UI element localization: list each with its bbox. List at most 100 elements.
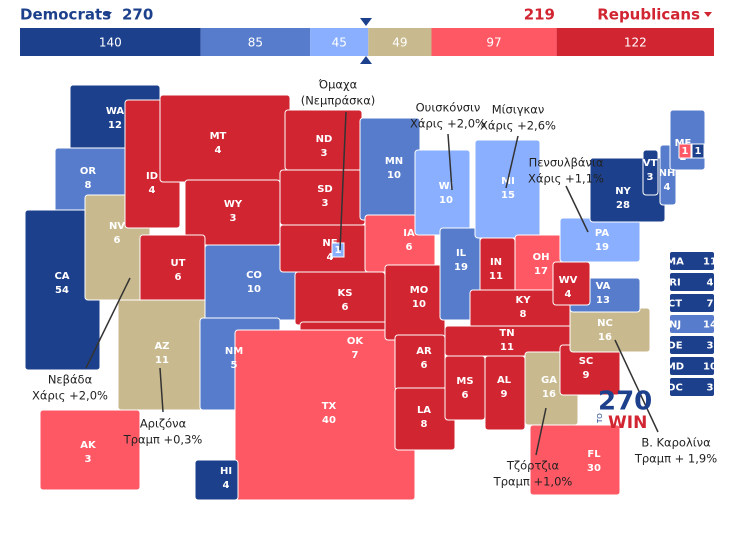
- small-state-box: [670, 315, 714, 333]
- state-abbr: MN: [385, 156, 403, 167]
- small-state-ev: 3: [707, 383, 714, 394]
- district-box: [331, 242, 345, 258]
- state: [642, 149, 659, 196]
- small-state-box: [670, 357, 714, 375]
- state-abbr: OK: [347, 336, 365, 347]
- small-state-ev: 3: [707, 341, 714, 352]
- state-ev: 8: [85, 180, 92, 191]
- state-abbr: WY: [224, 199, 243, 210]
- pointer-line: [159, 367, 164, 413]
- state-ev: 40: [322, 415, 336, 426]
- pointer-line: [565, 185, 589, 233]
- rep-label[interactable]: Republicans: [597, 6, 700, 24]
- annotation-sub: Χάρις +2,0%: [410, 117, 486, 131]
- small-state-box: [670, 378, 714, 396]
- bar-value: 49: [392, 36, 407, 50]
- state-ev: 4: [149, 185, 156, 196]
- state-ev: 3: [85, 454, 92, 465]
- state-ev: 4: [664, 182, 671, 193]
- state-ev: 19: [595, 242, 609, 253]
- state-ev: 17: [534, 266, 548, 277]
- state-abbr: NV: [109, 221, 125, 232]
- state-abbr: KY: [516, 295, 532, 306]
- state-ev: 54: [55, 285, 69, 296]
- state-ev: 3: [321, 148, 328, 159]
- small-state-ev: 14: [703, 320, 717, 331]
- state-abbr: NY: [615, 186, 631, 197]
- small-state-abbr: DC: [667, 383, 683, 394]
- small-state-ev: 7: [707, 299, 714, 310]
- state-abbr: GA: [541, 375, 557, 386]
- state-ev: 6: [114, 235, 121, 246]
- state: [569, 307, 651, 353]
- annotation-label: Β. Καρολίνα: [641, 436, 711, 450]
- state-abbr: AZ: [155, 341, 170, 352]
- small-state-ev: 10: [703, 362, 717, 373]
- state-ev: 6: [406, 242, 413, 253]
- annotation-label: Αριζόνα: [140, 417, 187, 431]
- small-state-abbr: MD: [666, 362, 684, 373]
- state-abbr: TN: [499, 328, 514, 339]
- state-ev: 4: [223, 480, 230, 491]
- state-abbr: MT: [210, 131, 227, 142]
- state-ev: 9: [583, 370, 590, 381]
- state-ev: 11: [500, 342, 514, 353]
- small-state-box: [670, 294, 714, 312]
- state: [39, 409, 141, 491]
- small-state-ev: 11: [703, 257, 717, 268]
- state-ev: 19: [454, 262, 468, 273]
- state-ev: 10: [412, 299, 426, 310]
- bar-segment: [556, 28, 714, 56]
- bar-value: 140: [99, 36, 122, 50]
- annotation-sub: (Νεμπράσκα): [301, 94, 376, 108]
- state: [559, 217, 641, 263]
- logo-number: 270: [598, 387, 652, 417]
- pointer-line: [614, 339, 659, 433]
- state-ev: 10: [387, 170, 401, 181]
- state-ev: 11: [489, 271, 503, 282]
- state-abbr: OH: [533, 252, 550, 263]
- state-abbr: ID: [146, 171, 158, 182]
- state-ev: 15: [501, 190, 515, 201]
- rep-caret[interactable]: [704, 12, 712, 17]
- bar-value: 122: [624, 36, 647, 50]
- state-abbr: HI: [220, 466, 232, 477]
- small-state-abbr: MA: [666, 257, 684, 268]
- state-abbr: OR: [80, 166, 97, 177]
- state-abbr: VT: [643, 158, 658, 169]
- district-value: 1: [682, 146, 689, 157]
- annotation-sub: Τραμπ +1,0%: [493, 475, 573, 489]
- state-abbr: WV: [559, 275, 578, 286]
- small-state-abbr: DE: [667, 341, 682, 352]
- state-ev: 10: [439, 195, 453, 206]
- bar-segment: [368, 28, 432, 56]
- state-abbr: MS: [456, 376, 473, 387]
- state-abbr: WA: [106, 106, 125, 117]
- bar-segment: [200, 28, 311, 56]
- state: [359, 117, 421, 221]
- district-value: 1: [335, 245, 342, 256]
- state-ev: 6: [175, 272, 182, 283]
- state-abbr: CA: [54, 271, 69, 282]
- small-state-abbr: NJ: [669, 320, 681, 331]
- state: [194, 459, 239, 501]
- dem-caret[interactable]: [104, 12, 112, 17]
- state-abbr: NC: [597, 318, 613, 329]
- majority-marker: [360, 18, 372, 26]
- state-ev: 12: [108, 120, 122, 131]
- state-abbr: SC: [579, 356, 594, 367]
- state-ev: 10: [247, 284, 261, 295]
- state-ev: 3: [647, 172, 654, 183]
- district-value: 1: [695, 146, 702, 157]
- logo-bottom: WIN: [608, 413, 647, 433]
- district-box: [691, 143, 705, 159]
- state-ev: 11: [155, 355, 169, 366]
- state-ev: 16: [598, 332, 612, 343]
- small-state-box: [670, 252, 714, 270]
- state-ev: 7: [352, 350, 359, 361]
- state-abbr: SD: [317, 184, 333, 195]
- small-state-ev: 4: [707, 278, 714, 289]
- bar-value: 97: [486, 36, 501, 50]
- dem-label[interactable]: Democrats: [20, 6, 111, 24]
